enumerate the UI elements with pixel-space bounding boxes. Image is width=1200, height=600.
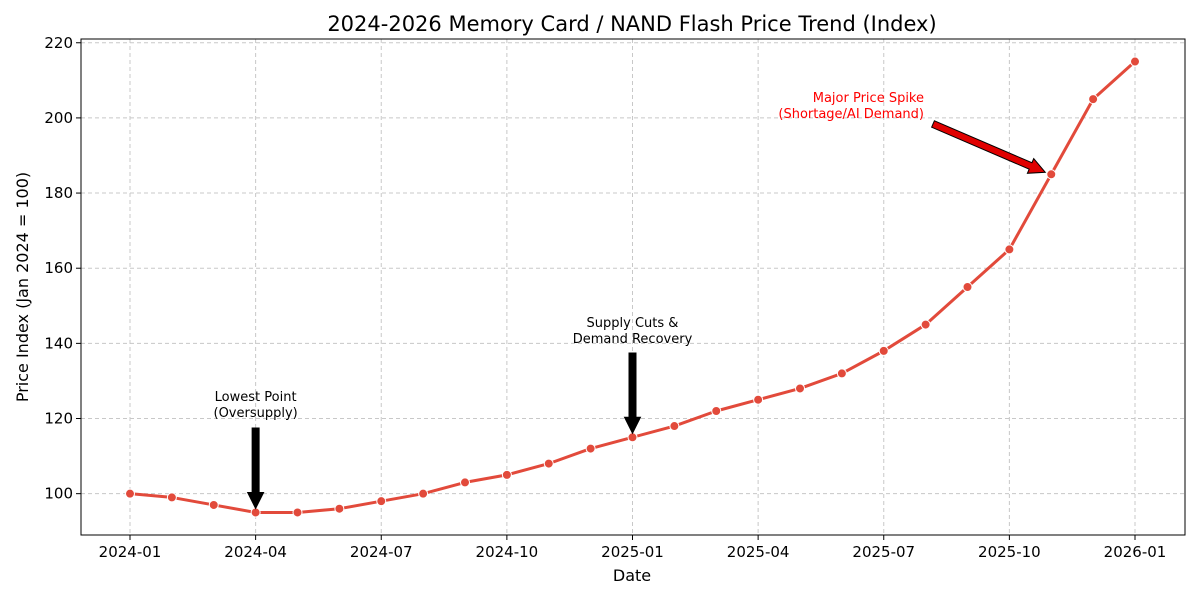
data-point: [795, 383, 805, 394]
data-point: [836, 368, 847, 379]
x-tick-label: 2024-07: [350, 543, 413, 561]
x-axis-label: Date: [613, 566, 651, 585]
y-tick-label: 180: [44, 184, 73, 202]
data-point: [292, 507, 303, 518]
data-point: [962, 282, 973, 292]
y-axis-ticks: 100 120 140 160 180 200 220: [44, 34, 81, 503]
annotations: Lowest Point(Oversupply) Supply Cuts &Dem…: [214, 91, 1047, 510]
annotation-label: Demand Recovery: [573, 332, 693, 347]
data-point: [669, 421, 680, 432]
annotation-label: Lowest Point: [215, 390, 297, 405]
y-tick-label: 120: [44, 410, 73, 428]
x-tick-label: 2025-07: [852, 543, 915, 561]
data-point: [1130, 56, 1140, 67]
annotation-arrow: [623, 352, 642, 435]
x-tick-label: 2024-04: [224, 543, 287, 561]
annotation-label: (Shortage/AI Demand): [778, 107, 924, 122]
chart-title: 2024-2026 Memory Card / NAND Flash Price…: [327, 12, 936, 36]
data-point: [1046, 169, 1057, 180]
y-tick-label: 140: [44, 334, 73, 352]
x-tick-label: 2024-01: [99, 543, 162, 561]
y-axis-label: Price Index (Jan 2024 = 100): [13, 172, 32, 402]
data-point: [501, 469, 512, 480]
data-point: [1004, 244, 1015, 255]
data-point: [208, 499, 219, 510]
x-tick-label: 2025-04: [727, 543, 790, 561]
data-point: [334, 503, 345, 514]
grid-lines: [81, 39, 1185, 535]
data-point: [418, 488, 429, 499]
annotation-label: Major Price Spike: [813, 91, 924, 106]
data-point: [460, 477, 470, 488]
y-tick-label: 100: [44, 485, 73, 503]
x-tick-label: 2025-01: [601, 543, 664, 561]
annotation-label: (Oversupply): [214, 406, 298, 421]
y-tick-label: 200: [44, 109, 73, 127]
x-tick-label: 2025-10: [978, 543, 1041, 561]
data-point: [585, 443, 596, 454]
x-tick-label: 2024-10: [476, 543, 539, 561]
x-axis-ticks: 2024-01 2024-04 2024-07 2024-10 2025-01 2025-…: [99, 535, 1167, 561]
annotation-arrow: [930, 120, 1047, 174]
data-point: [543, 458, 554, 469]
data-point: [753, 394, 764, 405]
data-point: [920, 319, 931, 330]
y-tick-label: 220: [44, 34, 73, 52]
data-point: [166, 492, 177, 503]
annotation-label: Supply Cuts &: [587, 316, 679, 331]
data-point: [376, 496, 387, 507]
x-tick-label: 2026-01: [1104, 543, 1167, 561]
data-point: [1088, 94, 1099, 105]
series-group: [125, 56, 1140, 518]
y-tick-label: 160: [44, 259, 73, 277]
data-point: [125, 488, 135, 499]
data-point: [878, 345, 889, 356]
annotation-arrow: [246, 427, 265, 510]
data-point: [711, 406, 722, 416]
